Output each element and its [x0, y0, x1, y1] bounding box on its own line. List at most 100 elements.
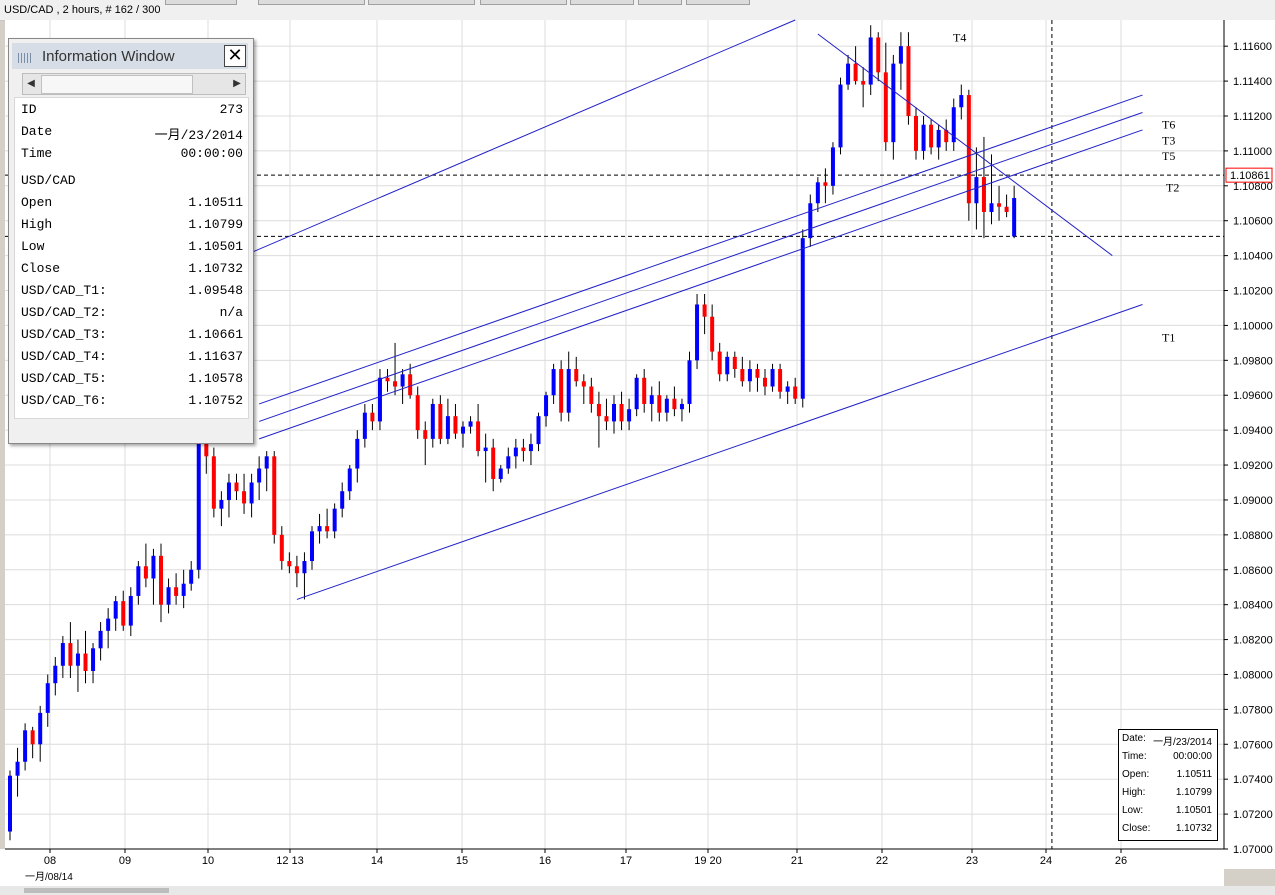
y-tick-label: 1.07200	[1233, 809, 1273, 821]
chart-scroll-thumb[interactable]	[24, 888, 169, 893]
info-row-value: 1.10511	[188, 195, 243, 210]
toolbar-button[interactable]	[638, 0, 682, 5]
y-tick-label: 1.09800	[1233, 355, 1273, 367]
information-window-title: Information Window	[42, 48, 175, 65]
info-row: Close 1.10732	[21, 261, 243, 281]
candle-body	[823, 182, 828, 186]
data-row-label: Low:	[1122, 805, 1144, 816]
x-tick-label: 12 13	[276, 855, 304, 867]
data-row-value: 一月/23/2014	[1153, 737, 1212, 748]
y-tick-label: 1.09600	[1233, 390, 1273, 402]
trend-line-label: T6	[1162, 118, 1175, 132]
candle-body	[91, 648, 96, 671]
info-row: USD/CAD_T4: 1.11637	[21, 349, 243, 369]
toolbar-button[interactable]	[570, 0, 634, 5]
data-row-value: 00:00:00	[1173, 751, 1212, 762]
trend-line	[296, 304, 1143, 600]
info-row-value: 1.10732	[188, 261, 243, 276]
current-price-tag	[1225, 167, 1273, 183]
candle-body	[121, 601, 126, 626]
toolbar: USD/CAD , 2 hours, # 162 / 300	[0, 0, 1275, 21]
candle-body	[589, 386, 594, 404]
info-row: USD/CAD_T1: 1.09548	[21, 283, 243, 303]
data-row-value: 1.10511	[1176, 769, 1212, 780]
time-axis-area	[0, 849, 1224, 886]
candle-body	[725, 356, 730, 375]
y-tick-label: 1.10200	[1233, 286, 1273, 298]
candle-body	[506, 456, 511, 469]
candle-body	[257, 468, 262, 483]
data-row-label: Close:	[1122, 823, 1151, 834]
trend-line-label: T2	[1166, 181, 1179, 195]
horizontal-scrollbar[interactable]: ◀ ▶	[22, 73, 246, 95]
candle-body	[732, 356, 737, 370]
candle-body	[830, 147, 835, 186]
information-window[interactable]: Information Window ✕ ◀ ▶ ID 273 Date 一月/23/…	[8, 38, 254, 444]
scroll-left-icon[interactable]: ◀	[27, 78, 35, 89]
candle-body	[997, 203, 1002, 207]
close-icon[interactable]: ✕	[224, 45, 246, 67]
candle-body	[861, 81, 866, 85]
candle-body	[181, 583, 186, 596]
candle-body	[785, 386, 790, 392]
data-row: Open: 1.10511	[1122, 769, 1214, 785]
info-row-label: Low	[21, 239, 45, 254]
candle-body	[581, 381, 586, 387]
data-row: Low: 1.10501	[1122, 805, 1214, 821]
information-table: ID 273 Date 一月/23/2014 Time 00:00:00 USD/CAD Op…	[14, 97, 249, 419]
info-row-value: 00:00:00	[180, 146, 243, 161]
data-row-label: Date:	[1122, 733, 1146, 744]
candle-body	[174, 587, 179, 596]
candle-body	[642, 377, 647, 404]
info-row-value: 1.10661	[188, 327, 243, 342]
candle-body	[45, 683, 50, 713]
toolbar-button[interactable]	[258, 0, 365, 5]
candle-body	[332, 508, 337, 532]
scroll-right-icon[interactable]: ▶	[233, 78, 241, 89]
candle-body	[717, 351, 722, 375]
trend-line	[258, 129, 1143, 440]
candle-body	[906, 46, 911, 116]
info-row-label: USD/CAD_T2:	[21, 305, 107, 320]
candle-body	[279, 534, 284, 562]
information-window-titlebar[interactable]: Information Window ✕	[12, 43, 248, 69]
candle-body	[498, 468, 503, 480]
chart-scrollbar[interactable]	[0, 886, 1275, 895]
trend-line-label: T5	[1162, 149, 1175, 163]
y-tick-label: 1.07600	[1233, 739, 1273, 751]
candle-body	[143, 566, 148, 579]
info-row-value: 1.11637	[188, 349, 243, 364]
info-row: Date 一月/23/2014	[21, 124, 243, 144]
data-row: Date: 一月/23/2014	[1122, 733, 1214, 749]
toolbar-button[interactable]	[686, 0, 750, 5]
toolbar-button[interactable]	[480, 0, 567, 5]
info-row-label: Close	[21, 261, 61, 276]
info-row-label: Date	[21, 124, 53, 139]
info-row-label: Time	[21, 146, 53, 161]
candle-body	[340, 491, 345, 509]
candle-body	[868, 37, 873, 85]
info-row: USD/CAD	[21, 173, 243, 193]
info-row-value: 一月/23/2014	[154, 128, 243, 143]
data-row-label: Time:	[1122, 751, 1147, 762]
x-tick-label: 19 20	[694, 855, 722, 867]
candle-body	[1004, 206, 1009, 212]
candle-body	[189, 569, 194, 584]
candle-body	[453, 416, 458, 434]
toolbar-button[interactable]	[368, 0, 475, 5]
trend-line	[243, 19, 796, 257]
candle-body	[921, 124, 926, 151]
candle-body	[876, 37, 881, 73]
x-tick-label: 08	[44, 855, 56, 867]
y-tick-label: 1.11400	[1233, 76, 1272, 88]
candle-body	[355, 438, 360, 469]
trend-line-label: T1	[1162, 331, 1175, 345]
candle-body	[551, 369, 556, 396]
toolbar-button[interactable]	[165, 0, 237, 5]
info-row-label: High	[21, 217, 53, 232]
candle-body	[846, 63, 851, 85]
candle-body	[966, 95, 971, 204]
scroll-thumb[interactable]	[41, 75, 193, 94]
candle-body	[317, 526, 322, 532]
candle-body	[898, 46, 903, 64]
